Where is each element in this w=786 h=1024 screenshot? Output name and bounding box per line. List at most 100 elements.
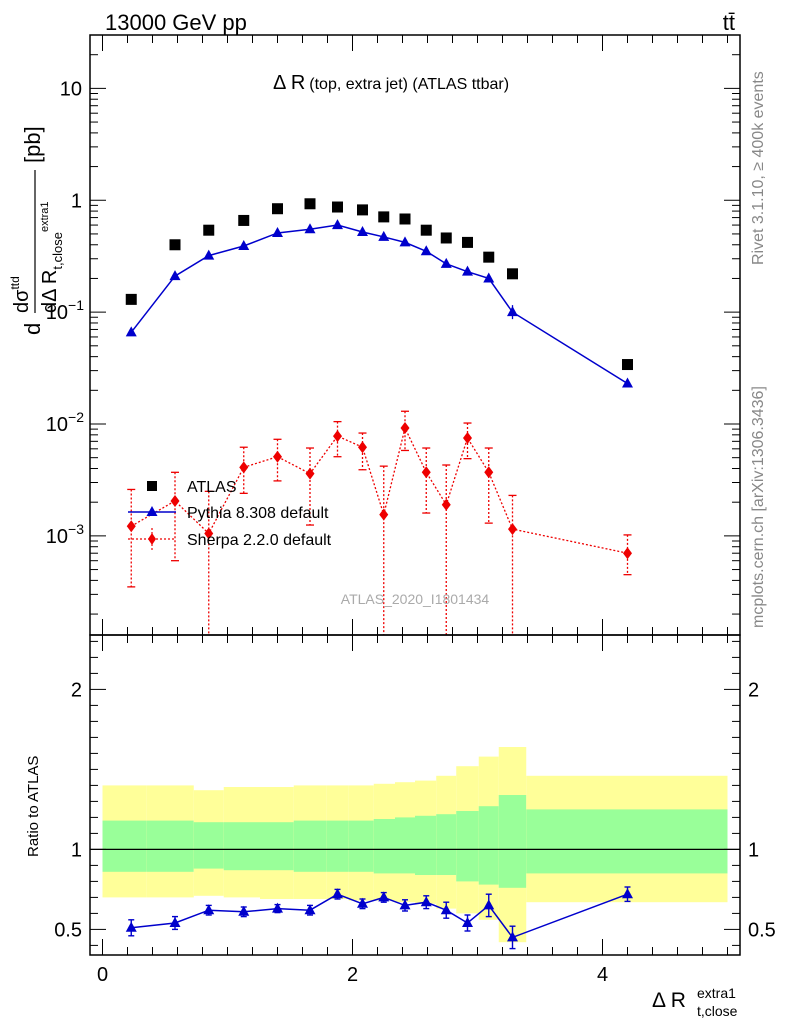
ratio-pythia-point [462, 917, 473, 927]
ratio-y-tick-label: 2 [71, 679, 82, 701]
uncertainty-band-inner [102, 820, 147, 872]
pythia-point [272, 226, 283, 237]
uncertainty-band-inner [293, 820, 327, 872]
atlas-point [125, 293, 137, 305]
sherpa-point [441, 498, 451, 511]
pythia-point [399, 236, 411, 247]
atlas-series [125, 198, 633, 371]
ratio-panel-ticks: 0.5 0.5 1 1 2 2 0 2 4 [54, 635, 776, 986]
ratio-pythia-point [378, 891, 390, 902]
ratio-y-tick-label: 0.5 [54, 919, 82, 941]
sherpa-line [130, 426, 628, 554]
ratio-pythia-point [440, 904, 452, 915]
ratio-pythia-point [169, 917, 181, 927]
atlas-point [462, 236, 473, 248]
sherpa-point [204, 527, 214, 540]
watermark: ATLAS_2020_I1801434 [341, 591, 490, 607]
sherpa-point [508, 523, 517, 536]
uncertainty-band-inner [348, 820, 374, 872]
svg-text:ATLAS: ATLAS [187, 479, 237, 496]
y-tick-label: 10−1 [46, 297, 84, 324]
pythia-point [420, 245, 432, 256]
pythia-point [125, 326, 137, 337]
ratio-pythia-point [622, 888, 633, 899]
uncertainty-band-inner [373, 819, 395, 874]
sherpa-point [333, 430, 342, 443]
main-ylabel: d dσttd dΔ Rt,closeextra1 [pb] [8, 126, 65, 335]
legend-item-sherpa: Sherpa 2.2.0 default [128, 528, 332, 550]
ratio-pythia-point [238, 905, 250, 916]
sherpa-point [358, 441, 367, 454]
main-panel-ticks: 10−3 10−2 10−1 1 10 [46, 34, 740, 635]
y-tick-label: 1 [71, 190, 82, 212]
atlas-point [378, 211, 390, 223]
ratio-panel: 0.5 0.5 1 1 2 2 0 2 4 [54, 634, 776, 986]
sherpa-point [484, 466, 494, 479]
pythia-point [483, 272, 495, 283]
sherpa-point [421, 466, 431, 479]
ratio-pythia-line [131, 893, 628, 939]
process-label: tt̄ [723, 10, 735, 35]
ratio-pythia-point [203, 904, 215, 915]
atlas-point [507, 268, 518, 280]
atlas-point [332, 201, 343, 213]
uncertainty-band-inner [223, 822, 260, 871]
pythia-point [507, 306, 518, 317]
mcplots-label: mcplots.cern.ch [arXiv:1306.3436] [750, 386, 767, 628]
ratio-pythia-point [125, 921, 137, 932]
y-tick-label: 10−3 [46, 521, 84, 548]
pythia-point [203, 249, 215, 260]
sherpa-point [463, 431, 472, 444]
pythia-point [169, 270, 181, 281]
pythia-series [125, 219, 633, 388]
sherpa-point [400, 422, 410, 435]
ratio-y-tick-label: 1 [71, 839, 82, 861]
ratio-bands [102, 747, 728, 943]
atlas-point [238, 214, 250, 226]
atlas-point [622, 359, 633, 371]
legend-item-atlas: ATLAS [147, 479, 237, 496]
svg-text:dΔ Rt,closeextra1: dΔ Rt,closeextra1 [39, 201, 65, 313]
ratio-ylabel: Ratio to ATLAS [25, 756, 42, 857]
ratio-pythia-point [332, 888, 343, 899]
uncertainty-band-inner [260, 822, 294, 871]
atlas-point [440, 232, 452, 244]
rivet-label: Rivet 3.1.10, ≥ 400k events [750, 71, 767, 265]
ratio-pythia-point [420, 896, 432, 907]
svg-text:[pb]: [pb] [20, 126, 45, 163]
ratio-pythia-point [483, 899, 495, 910]
pythia-line [130, 224, 628, 385]
atlas-point [420, 224, 432, 236]
atlas-point [357, 204, 368, 216]
svg-text:Sherpa 2.2.0 default: Sherpa 2.2.0 default [187, 532, 332, 549]
atlas-point [169, 239, 181, 251]
uncertainty-band-inner [146, 820, 194, 872]
atlas-point [272, 203, 283, 215]
atlas-point [304, 198, 316, 210]
uncertainty-band-inner [193, 822, 224, 869]
pythia-point [378, 230, 390, 241]
atlas-point [203, 224, 215, 236]
ratio-x-tick-label: 0 [97, 964, 108, 986]
ratio-pythia-point [507, 931, 518, 942]
pythia-point [304, 223, 316, 234]
svg-text:Pythia 8.308 default: Pythia 8.308 default [187, 505, 329, 522]
legend-item-pythia: Pythia 8.308 default [128, 505, 329, 522]
pythia-point [332, 219, 343, 230]
energy-label: 13000 GeV pp [105, 10, 247, 35]
ratio-pythia-series [125, 886, 633, 950]
sherpa-point [623, 547, 632, 560]
atlas-point [399, 213, 411, 225]
sherpa-point [273, 450, 282, 463]
y-tick-label: 10−2 [46, 409, 84, 436]
pythia-point [238, 240, 250, 251]
ratio-xlabel: Δ R [652, 989, 686, 1012]
pythia-point [357, 226, 368, 237]
sherpa-series [126, 410, 632, 635]
pythia-point [440, 257, 452, 268]
uncertainty-band-inner [395, 817, 415, 874]
ratio-pythia-point [357, 897, 368, 908]
ratio-y-tick-label: 0.5 [748, 919, 776, 941]
y-tick-label: 10 [60, 78, 82, 100]
